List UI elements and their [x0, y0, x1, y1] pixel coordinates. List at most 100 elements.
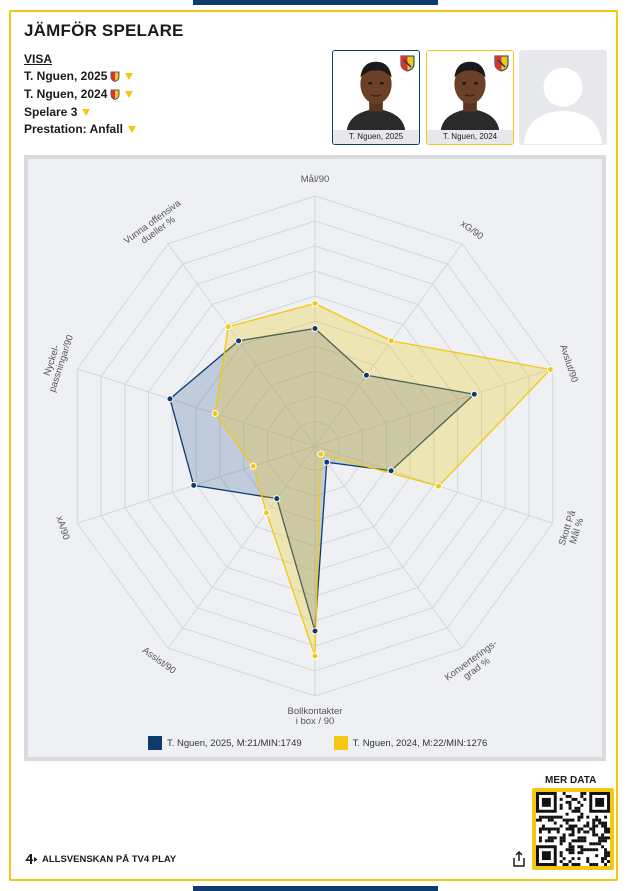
axis-label: Nyckel-passningar/90: [42, 334, 76, 394]
player-1-selector-label: T. Nguen, 2025: [24, 69, 108, 83]
qr-module: [577, 851, 581, 855]
qr-module: [601, 836, 605, 840]
data-point-series-1: [235, 337, 243, 345]
qr-module: [559, 803, 563, 807]
footer-brand[interactable]: ALLSVENSKAN PÅ TV4 PLAY: [24, 854, 176, 865]
qr-module: [580, 815, 584, 819]
qr-module: [559, 806, 563, 810]
qr-module: [589, 827, 593, 831]
qr-module: [580, 839, 584, 843]
qr-module: [550, 818, 554, 822]
club-crest-icon: [110, 89, 120, 100]
qr-module: [592, 827, 596, 831]
qr-module: [604, 830, 608, 834]
qr-code[interactable]: [532, 788, 614, 870]
qr-module: [604, 854, 608, 858]
qr-module: [586, 815, 590, 819]
data-point-series-2: [224, 323, 232, 331]
player-1-selector[interactable]: T. Nguen, 2025: [24, 69, 134, 83]
qr-module: [559, 839, 563, 843]
qr-module: [580, 848, 584, 852]
qr-module: [592, 824, 596, 828]
share-icon[interactable]: [512, 851, 526, 867]
data-point-series-1: [387, 467, 395, 475]
qr-module: [577, 830, 581, 834]
data-point-series-2: [387, 337, 395, 345]
qr-module: [565, 827, 569, 831]
qr-module: [559, 854, 563, 858]
qr-module: [604, 851, 608, 855]
qr-module: [547, 839, 551, 843]
qr-module: [577, 815, 581, 819]
player-card-caption: T. Nguen, 2025: [333, 130, 419, 144]
grid-spoke: [77, 368, 316, 447]
player-photo: [427, 51, 513, 132]
qr-module: [547, 818, 551, 822]
player-card-1[interactable]: T. Nguen, 2025: [332, 50, 420, 145]
qr-module: [538, 818, 542, 822]
qr-module: [571, 818, 575, 822]
qr-module: [568, 833, 572, 837]
axis-label-line: xA/90: [54, 515, 72, 542]
qr-module: [571, 863, 575, 866]
data-point-series-2: [211, 410, 219, 418]
player-2-selector[interactable]: T. Nguen, 2024: [24, 87, 134, 101]
player-card-caption: T. Nguen, 2024: [427, 130, 513, 144]
qr-module: [580, 792, 584, 795]
qr-module: [577, 839, 581, 843]
qr-module: [571, 857, 575, 861]
qr-module: [580, 827, 584, 831]
legend-item-series-2[interactable]: T. Nguen, 2024, M:22/MIN:1276: [333, 736, 487, 750]
player-card-empty[interactable]: [519, 50, 607, 145]
chart-panel: Mål/90 xG/90 Avslut/90 Skott På Mål % Konvert…: [24, 155, 606, 761]
qr-module: [577, 827, 581, 831]
legend-item-series-1[interactable]: T. Nguen, 2025, M:21/MIN:1749: [148, 736, 302, 750]
qr-module: [601, 857, 605, 861]
data-point-series-2: [311, 300, 319, 307]
qr-module: [544, 827, 548, 831]
qr-module: [571, 833, 575, 837]
qr-module: [568, 848, 572, 852]
qr-module: [607, 854, 610, 858]
qr-module: [568, 851, 572, 855]
qr-module: [601, 860, 605, 864]
tv4-logo-icon: [25, 854, 38, 864]
qr-module: [571, 839, 575, 843]
axis-label-line: Avslut/90: [557, 343, 579, 383]
qr-module: [598, 818, 602, 822]
qr-module: [583, 792, 587, 795]
qr-module: [595, 842, 599, 846]
qr-module: [565, 821, 569, 825]
axis-label: Avslut/90: [557, 343, 579, 383]
qr-finder: [595, 797, 605, 807]
qr-module: [559, 842, 563, 846]
qr-module: [547, 827, 551, 831]
qr-module: [568, 827, 572, 831]
qr-module: [595, 863, 599, 866]
club-crest-icon: [110, 71, 120, 82]
player-3-selector[interactable]: Spelare 3: [24, 105, 91, 119]
data-point-series-1: [362, 371, 370, 379]
qr-module: [568, 818, 572, 822]
qr-module: [601, 833, 605, 837]
axis-label-line: Bollkontakter: [288, 706, 343, 717]
qr-module: [574, 863, 578, 866]
data-point-series-1: [311, 627, 319, 635]
performance-selector[interactable]: Prestation: Anfall: [24, 122, 136, 136]
qr-module: [559, 836, 563, 840]
qr-module: [571, 848, 575, 852]
player-card-2[interactable]: T. Nguen, 2024: [426, 50, 514, 145]
qr-module: [598, 836, 602, 840]
qr-module: [577, 845, 581, 849]
avatar-placeholder-icon: [520, 52, 606, 144]
player-3-selector-label: Spelare 3: [24, 105, 78, 119]
qr-module: [586, 824, 590, 828]
axis-label: xA/90: [54, 515, 72, 542]
qr-module: [550, 839, 554, 843]
qr-module: [607, 830, 610, 834]
qr-module: [592, 842, 596, 846]
grid-spoke: [167, 243, 316, 447]
qr-module: [586, 830, 590, 834]
